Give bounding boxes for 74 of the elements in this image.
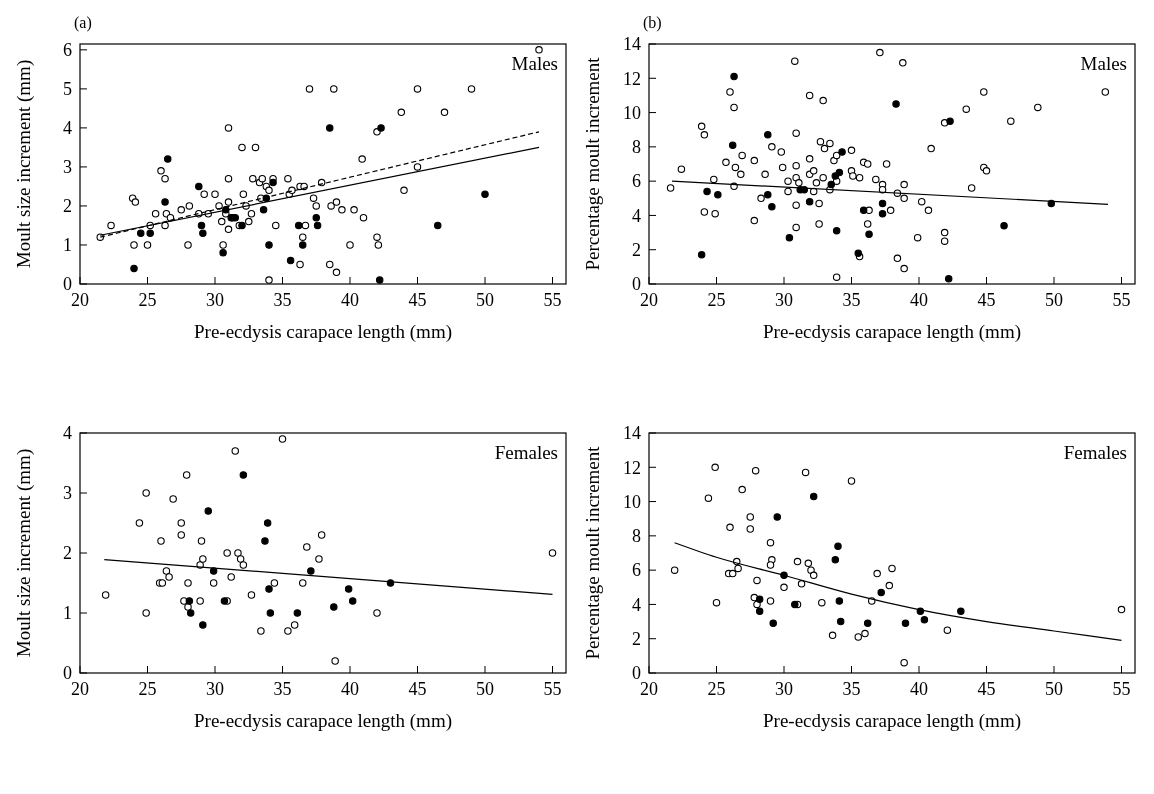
text: Females — [1063, 442, 1127, 463]
y-tick-label: 8 — [632, 526, 641, 547]
x-tick-label: 25 — [707, 290, 726, 310]
x-tick-label: 35 — [273, 290, 292, 310]
x-tick-label: 45 — [977, 679, 996, 699]
y-tick-label: 2 — [632, 629, 641, 650]
y-tick-label: 3 — [63, 483, 72, 504]
x-tick-label: 35 — [842, 679, 861, 699]
y-tick-label: 12 — [623, 457, 641, 478]
x-tick-label: 55 — [543, 290, 562, 310]
y-tick-label: 6 — [632, 171, 641, 192]
x-tick-label: 20 — [71, 679, 89, 699]
y-tick-label: 14 — [623, 423, 641, 444]
x-tick-label: 25 — [707, 679, 726, 699]
y-tick-label: 4 — [632, 594, 641, 615]
x-tick-label: 40 — [910, 290, 928, 310]
y-tick-label: 0 — [63, 663, 72, 684]
x-tick-label: 35 — [842, 290, 861, 310]
x-tick-label: 40 — [341, 290, 359, 310]
y-tick-label: 5 — [63, 79, 72, 100]
text: Males — [1080, 53, 1127, 74]
x-tick-label: 50 — [1045, 290, 1063, 310]
x-axis-title: Pre-ecdysis carapace length (mm) — [194, 321, 452, 343]
y-tick-label: 0 — [632, 663, 641, 684]
y-tick-label: 2 — [63, 543, 72, 564]
x-tick-label: 20 — [71, 290, 89, 310]
text: (b) — [643, 14, 662, 32]
y-axis-title: Percentage moult increment — [582, 56, 603, 271]
x-tick-label: 50 — [1045, 679, 1063, 699]
text: Females — [494, 442, 558, 463]
x-tick-label: 45 — [977, 290, 996, 310]
text: Males — [511, 53, 558, 74]
x-tick-label: 20 — [640, 290, 658, 310]
y-axis-title: Percentage moult increment — [582, 445, 603, 660]
y-tick-label: 3 — [63, 157, 72, 178]
y-axis-title: Moult size increment (mm) — [13, 448, 35, 658]
y-tick-label: 14 — [623, 34, 641, 55]
x-axis-title: Pre-ecdysis carapace length (mm) — [763, 710, 1021, 732]
x-tick-label: 30 — [775, 290, 793, 310]
y-tick-label: 2 — [63, 196, 72, 217]
x-tick-label: 55 — [1112, 679, 1131, 699]
y-tick-label: 10 — [623, 491, 641, 512]
x-axis-title: Pre-ecdysis carapace length (mm) — [194, 710, 452, 732]
y-tick-label: 0 — [632, 274, 641, 295]
y-axis-title: Moult size increment (mm) — [13, 59, 35, 269]
y-tick-label: 8 — [632, 137, 641, 158]
y-tick-label: 4 — [63, 423, 72, 444]
y-tick-label: 2 — [632, 240, 641, 261]
x-tick-label: 55 — [543, 679, 562, 699]
x-tick-label: 50 — [476, 679, 494, 699]
y-tick-label: 6 — [632, 560, 641, 581]
y-tick-label: 0 — [63, 274, 72, 295]
x-tick-label: 40 — [910, 679, 928, 699]
x-tick-label: 25 — [138, 290, 157, 310]
x-tick-label: 25 — [138, 679, 157, 699]
y-tick-label: 12 — [623, 68, 641, 89]
x-tick-label: 30 — [775, 679, 793, 699]
y-tick-label: 6 — [63, 40, 72, 61]
y-tick-label: 4 — [63, 118, 72, 139]
x-tick-label: 45 — [408, 290, 427, 310]
y-tick-label: 1 — [63, 235, 72, 256]
x-tick-label: 30 — [206, 679, 224, 699]
x-tick-label: 45 — [408, 679, 427, 699]
y-tick-label: 4 — [632, 205, 641, 226]
x-axis-title: Pre-ecdysis carapace length (mm) — [763, 321, 1021, 343]
x-tick-label: 20 — [640, 679, 658, 699]
x-tick-label: 40 — [341, 679, 359, 699]
x-tick-label: 55 — [1112, 290, 1131, 310]
x-tick-label: 35 — [273, 679, 292, 699]
x-tick-label: 30 — [206, 290, 224, 310]
text: (a) — [74, 14, 92, 32]
y-tick-label: 1 — [63, 603, 72, 624]
x-tick-label: 50 — [476, 290, 494, 310]
y-tick-label: 10 — [623, 102, 641, 123]
